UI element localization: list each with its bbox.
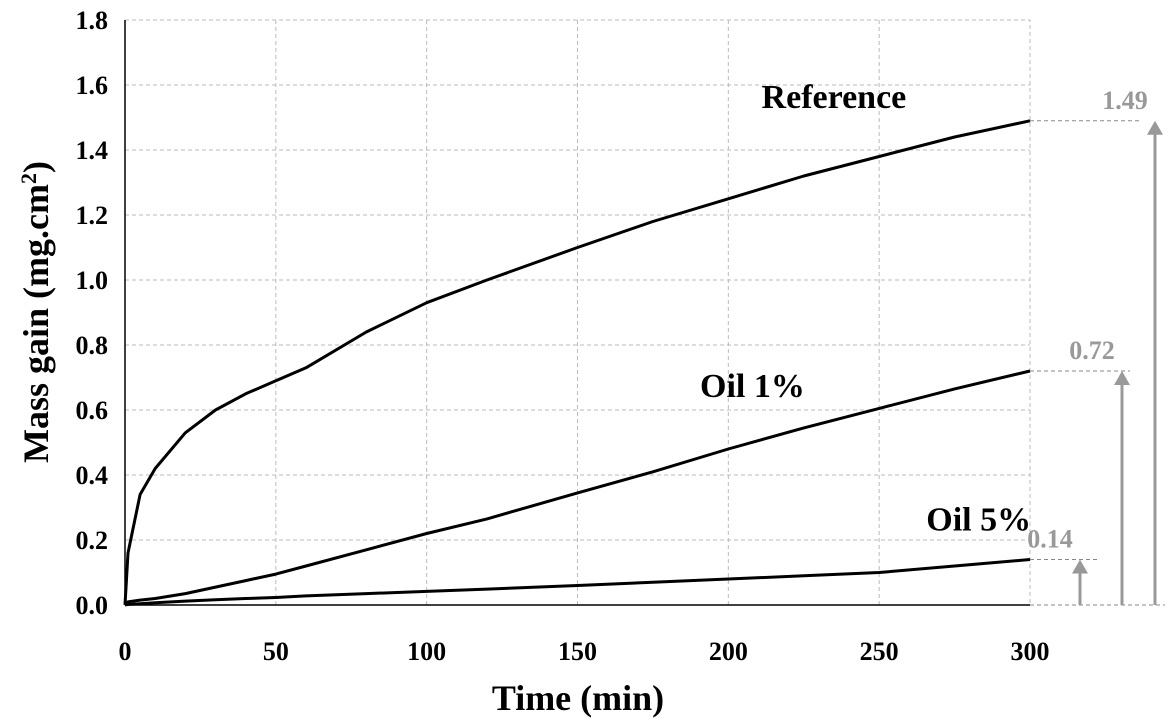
x-tick-labels: 0 50 100 150 200 250 300	[119, 637, 1050, 666]
annotation-value-label: 0.14	[1027, 525, 1073, 554]
series-label: Oil 5%	[926, 501, 1031, 538]
series-lines	[123, 119, 1031, 607]
y-tick-label: 1.8	[76, 6, 109, 35]
x-tick-label: 250	[860, 637, 899, 666]
y-tick-label: 1.2	[76, 201, 109, 230]
y-tick-label: 0.0	[76, 591, 109, 620]
annotation-arrow-head	[1072, 559, 1088, 574]
y-axis-title-main: Mass gain (mg.cm	[16, 184, 56, 463]
x-axis-title: Time (min)	[492, 678, 664, 718]
annotation-arrow-head	[1114, 371, 1130, 385]
axes	[124, 20, 1030, 606]
series-line-oil-5-	[124, 558, 1031, 607]
series-labels: Reference Oil 1% Oil 5%	[700, 79, 1031, 539]
final-value-annotations: 1.49 0.72 0.14	[1027, 86, 1165, 606]
y-axis-title-close: )	[16, 161, 56, 173]
x-tick-label: 150	[558, 637, 597, 666]
x-tick-label: 100	[407, 637, 446, 666]
y-tick-labels: 0.0 0.2 0.4 0.6 0.8 1.0 1.2 1.4 1.6 1.8	[76, 6, 109, 620]
y-tick-label: 1.0	[76, 266, 109, 295]
annotation-value-label: 1.49	[1102, 86, 1148, 115]
x-tick-label: 50	[263, 637, 289, 666]
annotation-arrow-head	[1147, 120, 1163, 135]
annotation-value-label: 0.72	[1069, 336, 1115, 365]
y-axis-title-sup: 2	[16, 173, 41, 184]
y-tick-label: 0.2	[76, 526, 109, 555]
series-label: Oil 1%	[700, 368, 805, 405]
x-tick-label: 200	[709, 637, 748, 666]
series-line-reference	[123, 119, 1031, 606]
series-label: Reference	[762, 79, 907, 116]
y-axis-title: Mass gain (mg.cm2)	[16, 161, 57, 463]
y-tick-label: 1.6	[76, 71, 109, 100]
y-tick-label: 0.6	[76, 396, 109, 425]
series-line-oil-1-	[123, 369, 1031, 607]
y-tick-label: 1.4	[76, 136, 109, 165]
y-tick-label: 0.4	[76, 461, 109, 490]
y-tick-label: 0.8	[76, 331, 109, 360]
x-tick-label: 300	[1011, 637, 1050, 666]
x-tick-label: 0	[119, 637, 132, 666]
